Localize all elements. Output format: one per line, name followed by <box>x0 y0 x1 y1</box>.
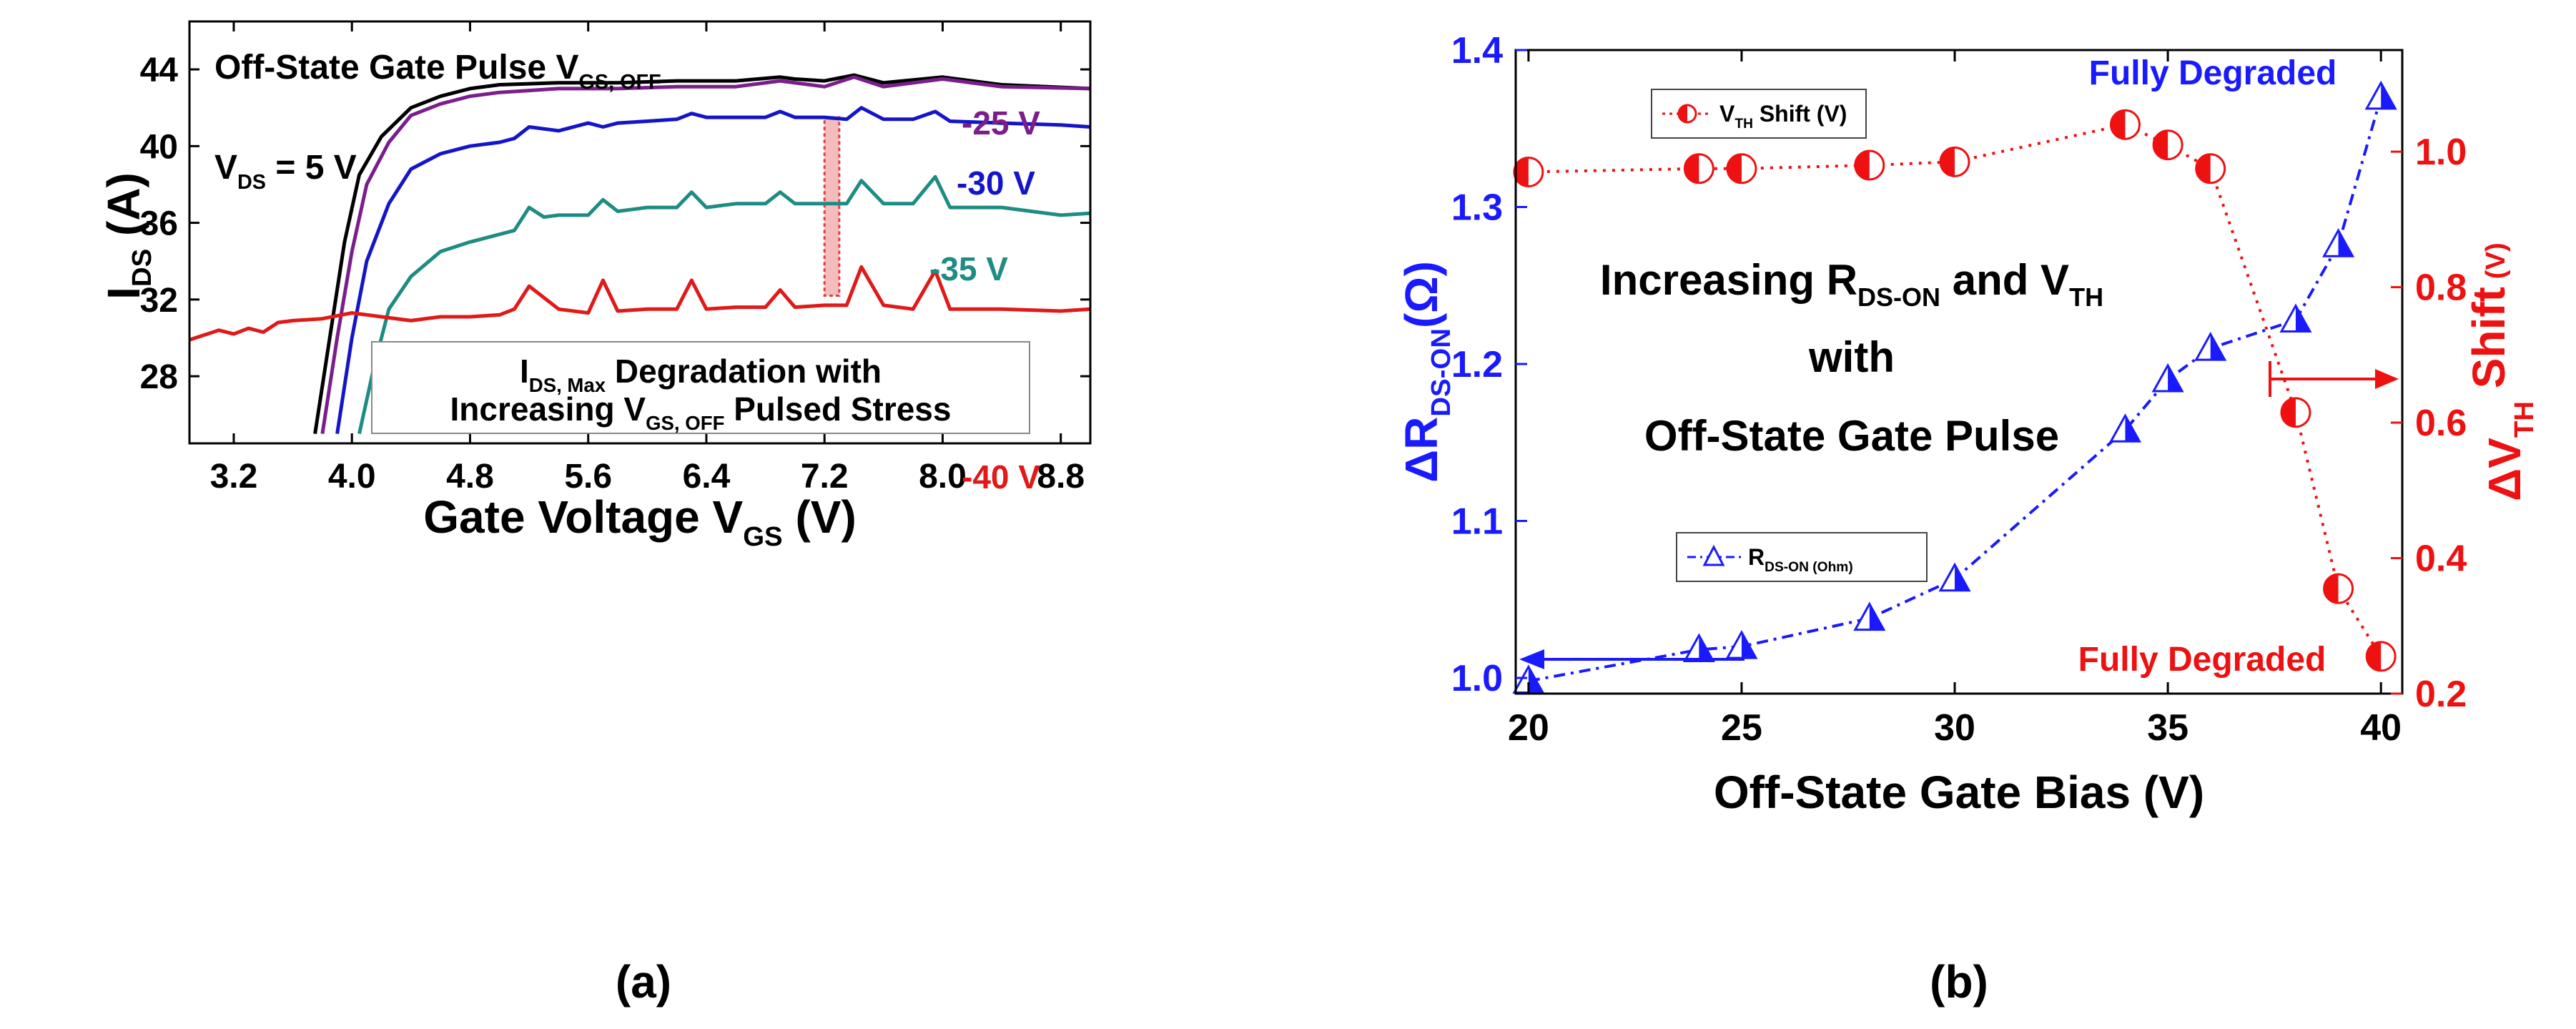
panel-a-vds-label: VDS = 5 V <box>214 149 357 194</box>
legend-vth-label: VTH Shift (V) <box>1719 101 1847 132</box>
series-label-25v: -25 V <box>962 104 1040 142</box>
panel-b-annotation-line3: Off-State Gate Pulse <box>1644 412 2059 460</box>
left-tick-label: 1.0 <box>1451 658 1503 699</box>
vth-shift-point <box>2280 397 2311 428</box>
x-tick-label: 8.8 <box>1037 458 1085 496</box>
x-tick-label: 4.8 <box>446 458 494 496</box>
panel-a-frame <box>188 20 1092 445</box>
panel-b-right-ticks: 0.2 0.4 0.6 0.8 1.0 <box>2391 132 2467 715</box>
rds-on-point <box>1725 630 1758 659</box>
x-tick-label: 5.6 <box>564 458 612 496</box>
rds-on-point <box>1853 601 1886 631</box>
x-tick-label: 40 <box>2360 707 2402 749</box>
y-tick-label: 36 <box>140 205 178 243</box>
vth-shift-point <box>2365 641 2397 672</box>
rds-on-point <box>2279 303 2312 333</box>
rds-on-point <box>1938 562 1971 592</box>
panel-a-box-line2: Increasing VGS, OFF Pulsed Stress <box>450 390 952 434</box>
series-line-2 <box>335 106 1090 434</box>
panel-b-annotation-line2: with <box>1808 333 1895 381</box>
panel-a: 3.2 4.0 4.8 5.6 6.4 7.2 8.0 8.8 28 32 36 40 44 Off-… <box>98 20 1092 1008</box>
fully-degraded-bottom-label: Fully Degraded <box>2078 641 2326 679</box>
vth-shift-point <box>2195 153 2226 184</box>
rds-on-point <box>2194 331 2227 361</box>
left-tick-label: 1.1 <box>1451 501 1503 543</box>
vth-shift-point <box>1939 146 1970 177</box>
panel-a-title: Off-State Gate Pulse VGS, OFF <box>214 49 661 94</box>
series-label-35v: -35 V <box>929 250 1008 287</box>
left-tick-label: 1.2 <box>1451 344 1503 385</box>
right-tick-label: 1.0 <box>2415 132 2467 173</box>
vth-shift-point <box>1513 157 1544 188</box>
y-tick-label: 44 <box>140 51 179 89</box>
vth-shift-point <box>1726 153 1757 184</box>
vth-shift-point <box>2152 129 2183 161</box>
panel-b-right-axis-label: ΔVTH Shift (V) <box>2463 242 2540 501</box>
rds-on-point <box>2108 413 2142 443</box>
panel-a-y-ticks: 28 32 36 40 44 <box>140 51 1090 396</box>
panel-a-x-axis-label: Gate Voltage VGS (V) <box>423 491 857 552</box>
rds-on-point <box>2322 228 2355 257</box>
x-tick-label: 25 <box>1721 707 1762 749</box>
x-tick-label: 8.0 <box>919 458 967 496</box>
rds-on-point <box>2151 363 2184 393</box>
panel-b-plot-area <box>1512 80 2397 694</box>
left-tick-label: 1.3 <box>1451 187 1503 229</box>
panel-a-plot-area <box>189 73 1090 435</box>
vth-shift-point <box>1854 149 1885 181</box>
series-line-0 <box>313 73 1090 434</box>
panel-b: 20 25 30 35 40 1.0 1.1 1.2 1.3 1.4 0.2 0.4 0.6 0.8 1… <box>1396 30 2540 1008</box>
panel-a-x-ticks: 3.2 4.0 4.8 5.6 6.4 7.2 8.0 8.8 <box>210 21 1085 496</box>
vth-shift-point <box>2110 109 2141 140</box>
x-tick-label: 7.2 <box>801 458 849 496</box>
legend-vth-marker-fill <box>1679 105 1687 122</box>
right-axis-arrow <box>2269 361 2399 397</box>
panel-b-label: (b) <box>1930 956 1988 1008</box>
x-tick-label: 35 <box>2147 707 2188 749</box>
panel-a-label: (a) <box>616 956 671 1008</box>
x-tick-label: 6.4 <box>683 458 731 496</box>
panel-b-left-axis-label: ΔRDS-ON(Ω) <box>1396 261 1456 483</box>
vth-shift-point <box>2323 573 2354 604</box>
series-line-1 <box>320 75 1090 434</box>
right-tick-label: 0.4 <box>2415 538 2467 580</box>
fully-degraded-top-label: Fully Degraded <box>2089 54 2337 92</box>
legend-rds-label: RDS-ON (Ohm) <box>1748 544 1853 575</box>
left-tick-label: 1.4 <box>1451 30 1503 72</box>
y-tick-label: 32 <box>140 282 178 320</box>
series-label-40v: -40 V <box>962 458 1040 496</box>
panel-b-annotation-line1: Increasing RDS-ON and VTH <box>1600 256 2103 312</box>
legend-rds-marker <box>1702 544 1725 566</box>
panel-b-left-ticks: 1.0 1.1 1.2 1.3 1.4 <box>1451 30 1527 699</box>
right-tick-label: 0.6 <box>2415 403 2467 444</box>
y-tick-label: 40 <box>140 128 178 166</box>
vth-shift-point <box>1683 153 1714 184</box>
panel-b-frame <box>1514 49 2404 695</box>
x-tick-label: 4.0 <box>328 458 376 496</box>
rds-on-point <box>2364 80 2397 110</box>
right-tick-label: 0.8 <box>2415 267 2467 309</box>
panel-b-x-ticks: 20 25 30 35 40 <box>1508 50 2402 749</box>
series-line-rds-on <box>1528 97 2383 683</box>
right-tick-label: 0.2 <box>2415 674 2467 715</box>
series-line-3 <box>357 174 1090 435</box>
x-tick-label: 3.2 <box>210 458 258 496</box>
series-label-30v: -30 V <box>957 164 1035 202</box>
rds-on-point <box>1682 633 1715 663</box>
series-line-4 <box>189 265 1090 342</box>
panel-a-legend-box <box>371 341 1030 434</box>
x-tick-label: 30 <box>1934 707 1975 749</box>
y-tick-label: 28 <box>140 358 178 396</box>
series-line-vth-shift <box>1528 123 2382 657</box>
panel-a-y-axis-label: IDS (A) <box>98 172 157 300</box>
left-axis-arrow <box>1519 649 1745 669</box>
panel-b-x-axis-label: Off-State Gate Bias (V) <box>1714 767 2204 818</box>
panel-a-box-line1: IDS, Max Degradation with <box>520 353 882 396</box>
x-tick-label: 20 <box>1508 707 1549 749</box>
highlight-box <box>823 116 841 297</box>
